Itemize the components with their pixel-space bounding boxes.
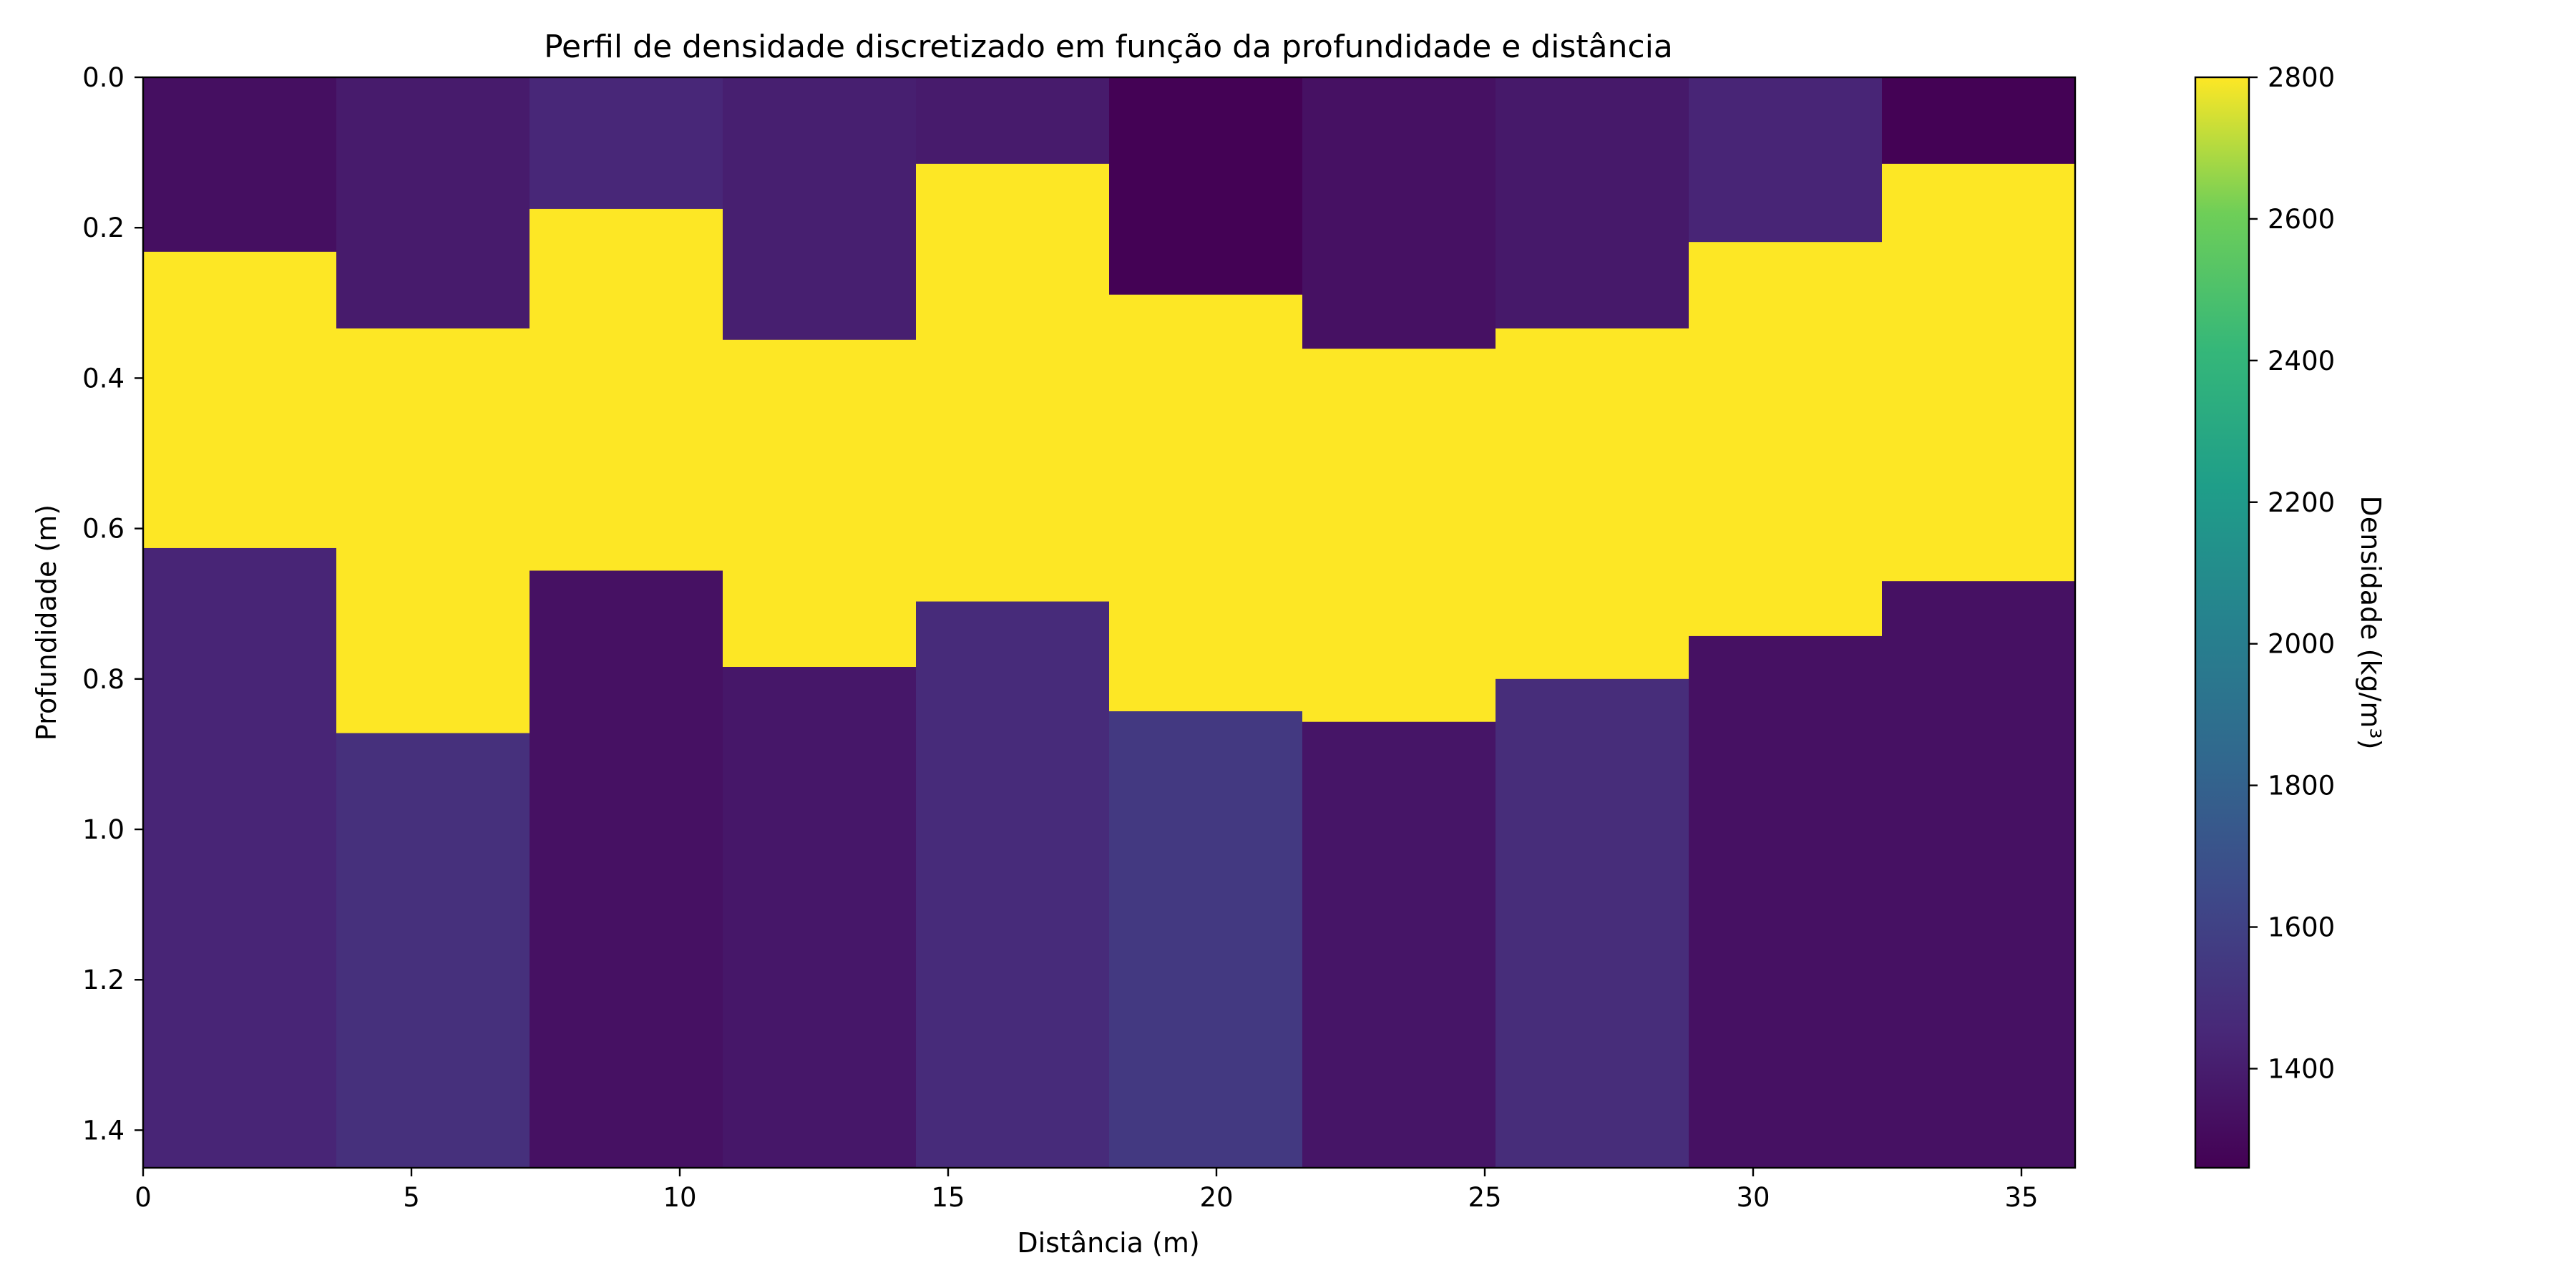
heatmap-cell-col7-layer1 [1302,77,1496,350]
heatmap-cell-col6-layer2 [1109,294,1303,712]
x-tick-label: 20 [1199,1182,1233,1213]
heatmap-cell-col5-layer2 [916,163,1110,602]
heatmap-cell-col1-layer3 [143,547,337,1169]
x-tick-label: 30 [1736,1182,1770,1213]
colorbar-tick-label: 2400 [2268,346,2335,376]
x-axis-label: Distância (m) [1017,1227,1199,1259]
heatmap-cell-col9-layer3 [1689,635,1883,1169]
y-tick-label: 0.8 [82,664,125,695]
heatmap-cell-col4-layer2 [723,339,917,668]
heatmap-cell-col10-layer2 [1882,163,2076,582]
chart-title: Perfil de densidade discretizado em funç… [544,29,1673,65]
y-tick-label: 1.0 [82,814,125,845]
plot-frame [142,76,2077,1169]
y-tick-label: 0.2 [82,213,125,243]
heatmap-cell-col3-layer2 [530,208,723,572]
heatmap-cell-col8-layer3 [1496,678,1689,1169]
x-tick-label: 25 [1468,1182,1501,1213]
y-tick-label: 0.4 [82,363,125,394]
colorbar [2195,77,2249,1168]
colorbar-ticks: 1400 1600 1800 2000 2200 2400 2600 2800 [2249,62,2335,1084]
heatmap-cell-col6-layer3 [1109,711,1303,1169]
colorbar-frame [2194,76,2250,1169]
heatmap-cell-col1-layer2 [143,251,337,549]
heatmap-cell-col4-layer1 [723,77,917,341]
heatmap-cell-col10-layer3 [1882,581,2076,1169]
y-tick-label: 1.2 [82,965,125,995]
heatmap-cell-col2-layer2 [336,328,530,734]
x-tick-label: 0 [135,1182,152,1213]
x-axis-ticks: 0 5 10 15 20 25 30 35 [135,1168,2039,1213]
heatmap-cell-col5-layer1 [916,77,1110,165]
heatmap-cell-col1-layer1 [143,77,337,253]
colorbar-tick-label: 2000 [2268,629,2335,660]
colorbar-tick-label: 1600 [2268,912,2335,943]
x-tick-label: 15 [931,1182,965,1213]
heatmap-cell-col9-layer2 [1689,242,1883,637]
y-tick-label: 1.4 [82,1115,125,1146]
x-tick-label: 5 [403,1182,420,1213]
y-axis-ticks: 0.0 0.2 0.4 0.6 0.8 1.0 1.2 1.4 [82,62,143,1146]
colorbar-tick-label: 2800 [2268,62,2335,93]
x-tick-label: 10 [663,1182,696,1213]
heatmap-cell-col7-layer2 [1302,348,1496,723]
heatmap-cell-col3-layer1 [530,77,723,210]
y-tick-label: 0.6 [82,514,125,545]
colorbar-label: Densidade (kg/m³) [2355,496,2386,750]
heatmap-cell-col4-layer3 [723,667,917,1169]
y-axis-label: Profundidade (m) [31,504,62,741]
x-tick-label: 35 [2004,1182,2038,1213]
colorbar-tick-label: 2600 [2268,204,2335,235]
heatmap-cell-col2-layer1 [336,77,530,329]
y-tick-label: 0.0 [82,62,125,93]
heatmap-cell-col5-layer3 [916,601,1110,1169]
heatmap-cell-col2-layer3 [336,733,530,1169]
heatmap-cell-col8-layer1 [1496,77,1689,329]
heatmap-cell-col9-layer1 [1689,77,1883,243]
heatmap-cell-col10-layer1 [1882,77,2076,165]
heatmap-cell-col6-layer1 [1109,77,1303,296]
colorbar-tick-label: 2200 [2268,487,2335,518]
colorbar-tick-label: 1800 [2268,771,2335,801]
heatmap-cell-col3-layer3 [530,570,723,1169]
heatmap-cells [143,77,2076,1169]
heatmap-cell-col8-layer2 [1496,328,1689,680]
heatmap-cell-col7-layer3 [1302,721,1496,1169]
colorbar-tick-label: 1400 [2268,1053,2335,1084]
